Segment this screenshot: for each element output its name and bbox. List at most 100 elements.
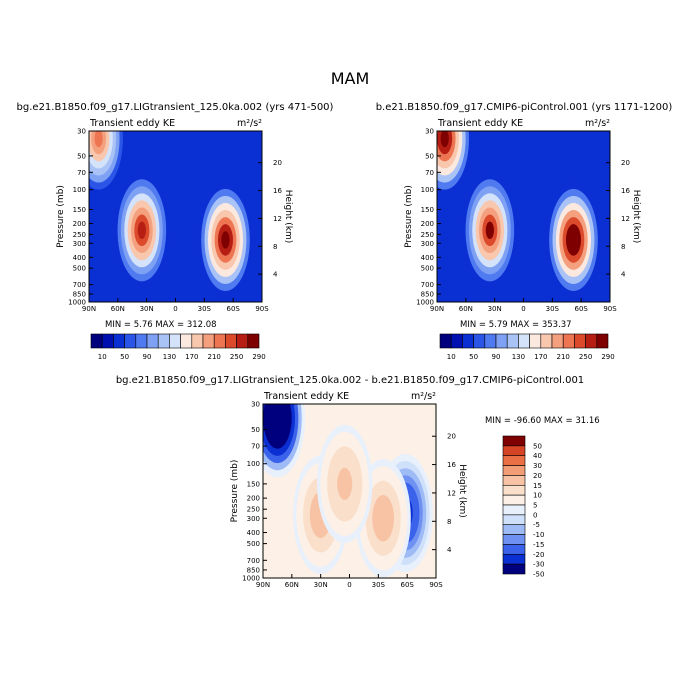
colorbar-swatch [506,333,519,349]
contour-field [89,131,262,302]
y-tick-label: 250 [247,506,260,514]
colorbar-label: -10 [533,531,544,539]
y-tick-label: 500 [73,265,86,273]
y-tick-label: 100 [73,186,86,194]
contour-plot: 90N 60N 30N 0 30S 60S 90S 30 50 70 100 150 200 250300… [56,128,293,314]
y-tick-label: 700 [247,557,260,565]
colorbar-swatch [101,333,114,349]
colorbar-swatch [247,333,260,349]
panel-left-title: Transient eddy KE [437,118,523,129]
colorbar-swatch [135,333,148,349]
x-tick-label: 0 [173,305,177,313]
x-tick-label: 90N [430,305,444,313]
colorbar-label: -20 [533,551,544,559]
colorbar-label: 90 [143,353,152,361]
x-tick-label: 90N [256,581,270,589]
y-tick-label: 200 [247,495,260,503]
x-tick-label: 60N [285,581,299,589]
y-tick-label: 500 [421,265,434,273]
colorbar-label: 250 [579,353,592,361]
colorbar-label: 15 [533,482,542,490]
y2-tick-label: 4 [621,271,626,279]
y-tick-label: 300 [421,240,434,248]
x-tick-label: 90S [255,305,269,313]
y2-tick-label: 4 [447,546,452,554]
y-axis-label: Pressure (mb) [56,185,66,248]
colorbar-swatch [502,534,526,545]
colorbar-swatch [169,333,181,349]
y-tick-label: 850 [247,566,260,574]
x-tick-label: 60S [574,305,588,313]
colorbar-swatch [551,333,564,349]
colorbar-swatch [236,333,249,349]
contour-band [94,131,103,148]
colorbar-swatch [585,333,598,349]
y-tick-label: 50 [251,426,260,434]
colorbar-label: -15 [533,541,544,549]
contour-plot: 90N 60N 30N 0 30S 60S 90S 30 50 70 100 150 200 250300… [404,128,641,314]
x-tick-label: 30S [198,305,212,313]
y-tick-label: 700 [73,281,86,289]
panel-left-title: Transient eddy KE [263,391,349,402]
x-tick-label: 0 [521,305,525,313]
y-tick-label: 150 [73,206,86,214]
y-tick-label: 200 [421,220,434,228]
colorbar-swatch [439,333,452,349]
colorbar-swatch [502,455,526,466]
colorbar-swatch [502,504,526,516]
x-tick-label: 90S [603,305,617,313]
colorbar-swatch [502,544,526,555]
y2-tick-label: 20 [447,433,456,441]
colorbar-swatch [502,524,526,535]
colorbars: 10 50 90 130 170 210 250 290 10 50 90 130 170 210 250 2… [90,333,615,579]
panel-difference: bg.e21.B1850.f09_g17.LIGtransient_125.0k… [116,375,600,590]
y2-tick-label: 12 [447,489,456,497]
y2-tick-label: 8 [621,243,625,251]
colorbar-swatch [562,333,575,349]
colorbar-label: 5 [533,502,537,510]
colorbar-label: 170 [534,353,547,361]
panel-title: bg.e21.B1850.f09_g17.LIGtransient_125.0k… [116,375,584,386]
panel-minmax: MIN = 5.76 MAX = 312.08 [105,320,217,330]
y-tick-label: 70 [77,169,86,177]
colorbar-swatch [502,435,526,447]
colorbar-swatch [213,333,226,349]
y-tick-label: 50 [425,152,434,160]
panel-lig: bg.e21.B1850.f09_g17.LIGtransient_125.0k… [17,102,334,330]
contour-plot: 90N 60N 30N 0 30S 60S 90S 30 50 70 100 150 200 250300… [230,401,467,590]
panel-left-title: Transient eddy KE [89,118,175,129]
colorbar-swatch [191,333,204,349]
colorbar-swatch [113,333,125,349]
y-tick-label: 100 [421,186,434,194]
colorbar-label: 50 [469,353,478,361]
y-tick-label: 30 [77,128,86,136]
y-tick-label: 30 [251,401,260,409]
contour-field [437,131,610,302]
y-tick-label: 150 [421,206,434,214]
colorbar-horizontal: 10 50 90 130 170 210 250 290 [90,333,266,361]
panel-picontrol: b.e21.B1850.f09_g17.CMIP6-piControl.001 … [376,102,673,330]
colorbar-swatch [502,465,526,476]
y-tick-label: 50 [77,152,86,160]
y-tick-label: 850 [421,291,434,299]
colorbar-swatch [540,333,553,349]
colorbar-swatch [502,475,526,486]
y-tick-label: 100 [247,460,260,468]
y-tick-label: 250 [73,231,86,239]
contour-band [485,221,495,240]
colorbar-label: 20 [533,472,542,480]
y-tick-label: 250 [421,231,434,239]
contour-band [440,131,449,148]
colorbar-label: 130 [512,353,525,361]
colorbar-label: 90 [492,353,501,361]
x-tick-label: 0 [347,581,351,589]
colorbar-label: 40 [533,452,542,460]
x-tick-label: 60S [400,581,414,589]
panel-minmax: MIN = 5.79 MAX = 353.37 [460,320,572,330]
y-tick-label: 70 [251,443,260,451]
y-tick-label: 300 [247,515,260,523]
y-tick-label: 70 [425,169,434,177]
x-tick-label: 90N [82,305,96,313]
colorbar-label: 10 [98,353,107,361]
